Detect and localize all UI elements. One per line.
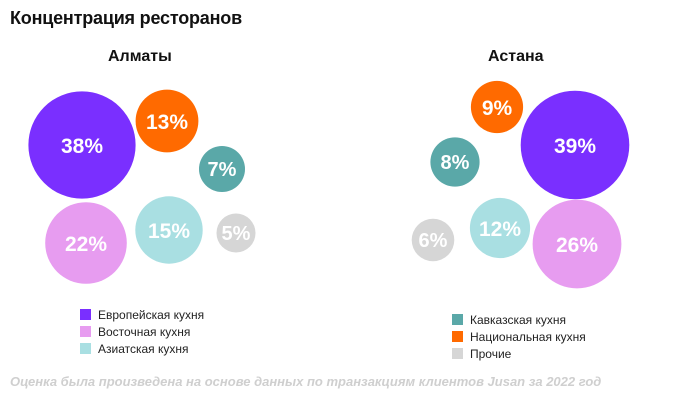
bubble-caucasian-1: [430, 137, 480, 187]
legend-item-asian: Азиатская кухня: [80, 340, 204, 357]
bubble-caucasian-0: [199, 146, 245, 192]
bubble-label-european-0: 38%: [61, 135, 103, 158]
bubble-label-oriental-0: 22%: [65, 233, 107, 256]
legend-swatch-oriental: [80, 326, 91, 337]
legend-item-caucasian: Кавказская кухня: [452, 311, 586, 328]
bubble-oriental-1: [532, 199, 622, 289]
footnote: Оценка была произведена на основе данных…: [10, 374, 602, 389]
bubble-label-european-1: 39%: [554, 135, 596, 158]
bubble-label-asian-1: 12%: [479, 218, 521, 241]
legend-item-oriental: Восточная кухня: [80, 323, 204, 340]
legend-swatch-national: [452, 331, 463, 342]
bubble-european-0: [28, 91, 136, 199]
legend-item-other: Прочие: [452, 345, 586, 362]
bubble-label-national-1: 9%: [482, 97, 513, 120]
legend-swatch-european: [80, 309, 91, 320]
bubble-label-caucasian-1: 8%: [441, 152, 470, 174]
bubble-label-oriental-1: 26%: [556, 234, 598, 257]
almaty-legend: Европейская кухня Восточная кухня Азиатс…: [80, 306, 204, 357]
legend-label-asian: Азиатская кухня: [98, 341, 189, 356]
legend-label-european: Европейская кухня: [98, 307, 205, 322]
legend-swatch-caucasian: [452, 314, 463, 325]
legend-swatch-asian: [80, 343, 91, 354]
bubble-label-other-1: 6%: [419, 230, 448, 252]
bubble-label-other-0: 5%: [222, 223, 251, 245]
bubble-european-1: [520, 90, 630, 200]
almaty-chart-title: Алматы: [108, 48, 172, 65]
bubble-label-asian-0: 15%: [148, 220, 190, 243]
astana-legend: Кавказская кухня Национальная кухня Проч…: [452, 311, 586, 362]
bubble-label-national-0: 13%: [146, 111, 188, 134]
bubble-other-0: [216, 213, 256, 253]
legend-item-european: Европейская кухня: [80, 306, 204, 323]
bubble-asian-1: [469, 197, 531, 259]
legend-label-caucasian: Кавказская кухня: [470, 312, 566, 327]
bubble-asian-0: [135, 196, 203, 264]
legend-label-other: Прочие: [470, 346, 512, 361]
legend-item-national: Национальная кухня: [452, 328, 586, 345]
legend-label-oriental: Восточная кухня: [98, 324, 191, 339]
bubble-oriental-0: [45, 202, 127, 284]
legend-swatch-other: [452, 348, 463, 359]
bubble-national-0: [135, 89, 199, 153]
bubble-national-1: [470, 80, 524, 134]
bubble-label-caucasian-0: 7%: [208, 159, 237, 181]
legend-label-national: Национальная кухня: [470, 329, 586, 344]
bubble-other-1: [411, 218, 455, 262]
astana-chart-title: Астана: [488, 48, 544, 65]
page-title: Концентрация ресторанов: [10, 8, 242, 28]
